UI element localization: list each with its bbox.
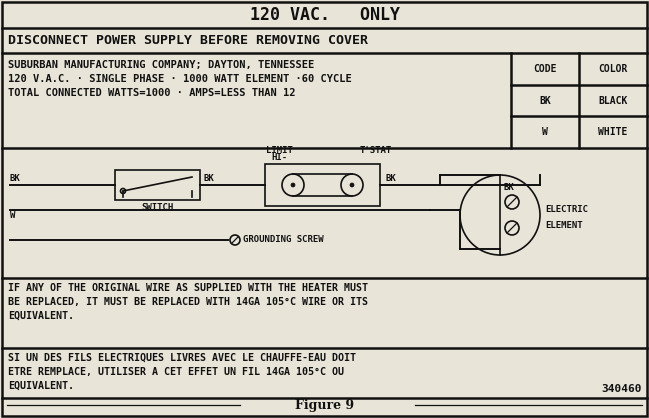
Circle shape	[505, 195, 519, 209]
Circle shape	[230, 235, 240, 245]
Text: BK: BK	[10, 174, 21, 183]
Text: WHITE: WHITE	[598, 127, 628, 137]
Text: DISCONNECT POWER SUPPLY BEFORE REMOVING COVER: DISCONNECT POWER SUPPLY BEFORE REMOVING …	[8, 34, 368, 47]
Text: ELEMENT: ELEMENT	[545, 221, 583, 229]
Circle shape	[291, 183, 295, 187]
Circle shape	[505, 221, 519, 235]
Text: GROUNDING SCREW: GROUNDING SCREW	[243, 235, 324, 245]
Text: BK: BK	[203, 174, 214, 183]
Text: TOTAL CONNECTED WATTS=1000 · AMPS=LESS THAN 12: TOTAL CONNECTED WATTS=1000 · AMPS=LESS T…	[8, 88, 295, 98]
Bar	[115, 170, 200, 200]
Text: SUBURBAN MANUFACTURING COMPANY; DAYTON, TENNESSEE: SUBURBAN MANUFACTURING COMPANY; DAYTON, …	[8, 60, 314, 70]
Circle shape	[350, 183, 354, 187]
Text: COLOR: COLOR	[598, 64, 628, 74]
Bar	[265, 164, 380, 206]
Circle shape	[460, 175, 540, 255]
Text: ELECTRIC: ELECTRIC	[545, 206, 588, 214]
Text: BK: BK	[503, 183, 514, 192]
Text: SI UN DES FILS ELECTRIQUES LIVRES AVEC LE CHAUFFE-EAU DOIT
ETRE REMPLACE, UTILIS: SI UN DES FILS ELECTRIQUES LIVRES AVEC L…	[8, 353, 356, 391]
Text: W: W	[542, 127, 548, 137]
Text: Figure 9: Figure 9	[295, 398, 354, 411]
Text: 340460: 340460	[602, 384, 642, 394]
Text: 120 VAC.   ONLY: 120 VAC. ONLY	[250, 6, 400, 24]
Text: SWITCH: SWITCH	[141, 203, 174, 212]
Text: T'STAT: T'STAT	[360, 146, 392, 155]
Text: CODE: CODE	[533, 64, 557, 74]
Circle shape	[282, 174, 304, 196]
Text: W: W	[10, 211, 16, 220]
Text: 120 V.A.C. · SINGLE PHASE · 1000 WATT ELEMENT ·60 CYCLE: 120 V.A.C. · SINGLE PHASE · 1000 WATT EL…	[8, 74, 352, 84]
Text: BK: BK	[385, 174, 396, 183]
Text: BK: BK	[539, 95, 551, 105]
Text: BLACK: BLACK	[598, 95, 628, 105]
Text: IF ANY OF THE ORIGINAL WIRE AS SUPPLIED WITH THE HEATER MUST
BE REPLACED, IT MUS: IF ANY OF THE ORIGINAL WIRE AS SUPPLIED …	[8, 283, 368, 321]
Text: LIMIT: LIMIT	[265, 146, 293, 155]
Circle shape	[121, 189, 125, 194]
Text: HI-: HI-	[271, 153, 287, 162]
Circle shape	[341, 174, 363, 196]
